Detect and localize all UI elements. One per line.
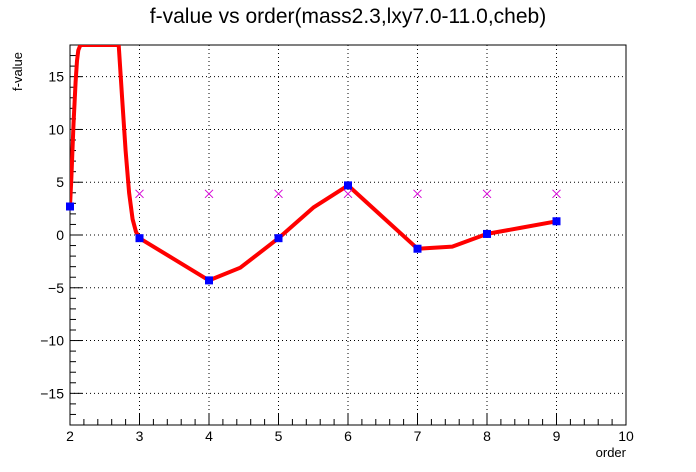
y-tick-label: −5 <box>48 280 64 296</box>
x-tick-label: 2 <box>66 428 74 444</box>
y-tick-label: 10 <box>48 121 64 137</box>
axis-ticks: 2 3 4 5 6 7 8 9 10 −15 −10 −5 0 5 10 15 <box>40 44 634 444</box>
x-tick-label: 5 <box>275 428 283 444</box>
square-marker <box>344 181 352 190</box>
x-tick-label: 4 <box>205 428 213 444</box>
x-tick-label: 8 <box>483 428 491 444</box>
y-tick-label: 15 <box>48 69 64 85</box>
x-marker <box>552 189 561 199</box>
chart-title: f-value vs order(mass2.3,lxy7.0-11.0,che… <box>150 5 546 28</box>
x-marker <box>204 189 214 199</box>
x-tick-label: 9 <box>553 428 561 444</box>
y-tick-label: 0 <box>56 227 64 243</box>
x-tick-label: 10 <box>618 428 634 444</box>
x-marker <box>274 189 283 199</box>
fit-curve <box>70 45 559 283</box>
grid <box>70 45 626 425</box>
square-marker <box>552 217 561 226</box>
x-tick-label: 7 <box>414 428 422 444</box>
x-marker <box>135 189 144 199</box>
x-axis-label: order <box>596 445 627 460</box>
x-marker <box>413 189 422 199</box>
y-tick-label: 5 <box>56 174 64 190</box>
y-tick-label: −10 <box>40 333 64 349</box>
y-tick-label: −15 <box>40 385 64 401</box>
square-marker <box>274 234 283 243</box>
x-marker <box>482 189 492 199</box>
square-marker <box>413 244 422 253</box>
x-marker <box>343 189 353 199</box>
square-marker <box>483 229 491 238</box>
x-tick-label: 3 <box>136 428 144 444</box>
y-axis-label: f-value <box>10 52 25 91</box>
series-layer <box>66 45 561 285</box>
x-tick-label: 6 <box>344 428 352 444</box>
square-marker <box>205 276 213 285</box>
square-marker <box>66 202 74 211</box>
square-marker <box>135 234 144 243</box>
